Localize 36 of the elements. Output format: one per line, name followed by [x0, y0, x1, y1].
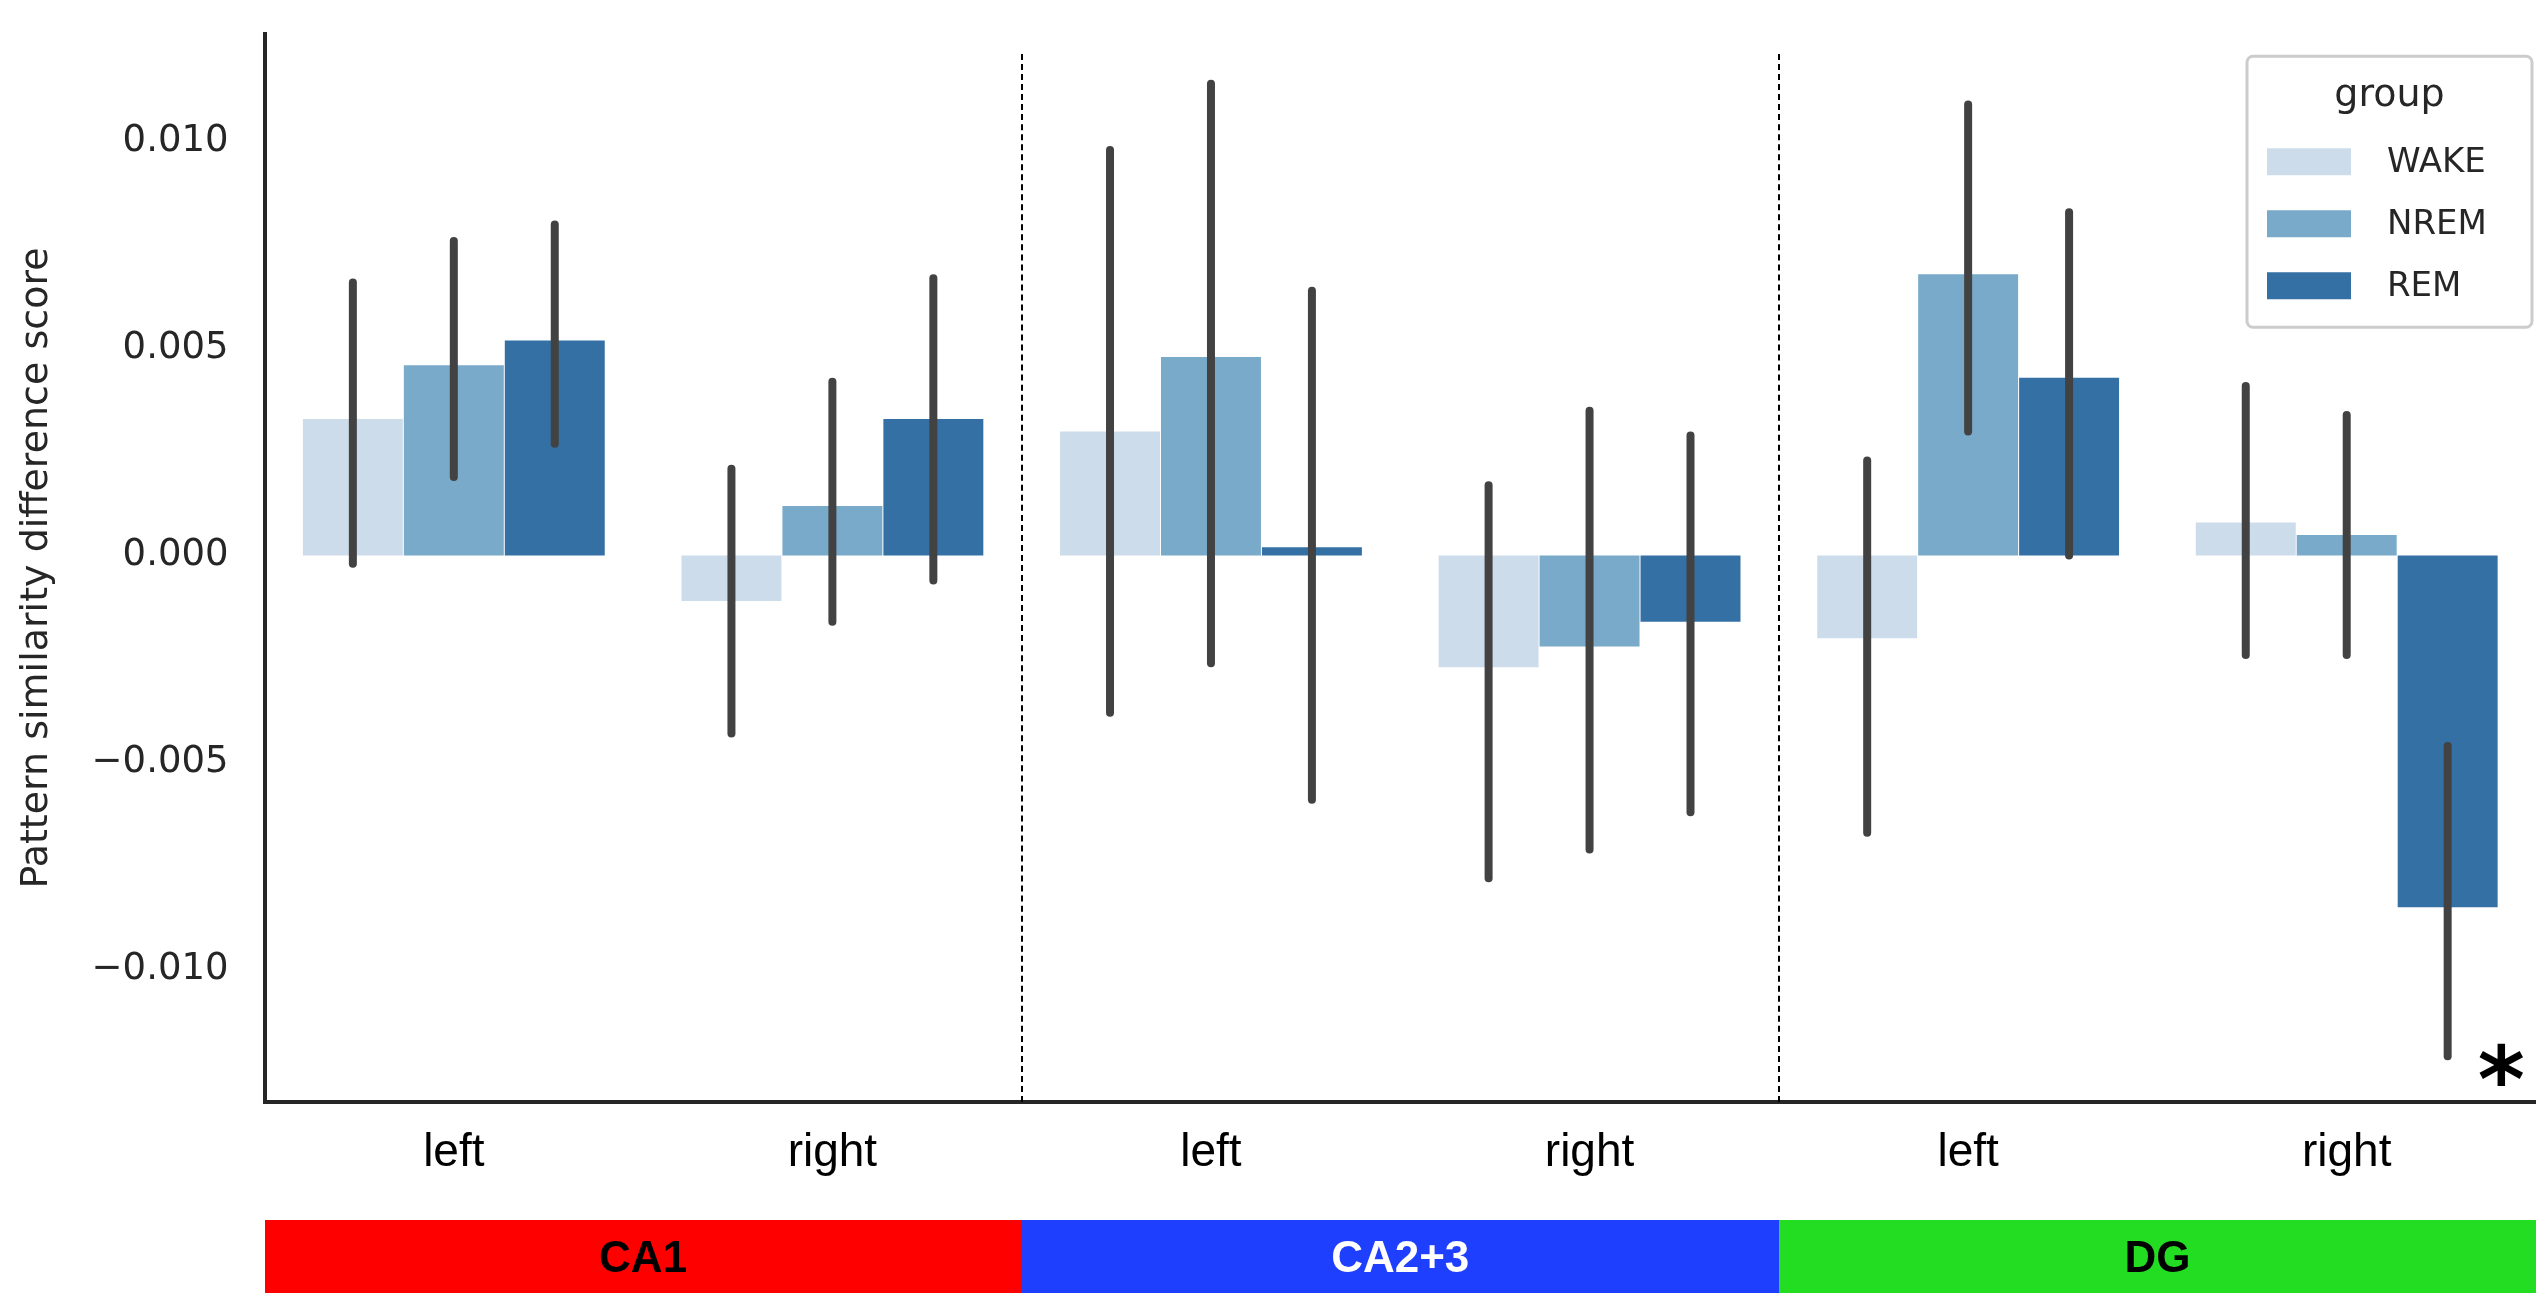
x-tick-label: right [787, 1124, 878, 1177]
annotation: * [2477, 1027, 2525, 1133]
bar [782, 505, 883, 556]
bar [2397, 555, 2498, 908]
region-block: CA1 [264, 1220, 1022, 1293]
x-tick-label: right [2301, 1124, 2392, 1177]
region-block: CA2+3 [1021, 1220, 1779, 1293]
bar [681, 555, 782, 602]
x-tick-label: right [1544, 1124, 1635, 1177]
bar [883, 419, 984, 556]
legend-label: NREM [2387, 202, 2487, 243]
y-tick-label: 0.010 [122, 117, 229, 161]
bar [1438, 555, 1539, 668]
bar [302, 419, 403, 556]
bar [504, 340, 605, 556]
bar [1918, 274, 2019, 556]
y-tick-label: 0.005 [122, 324, 229, 368]
legend-label: REM [2387, 264, 2462, 305]
x-tick-label: left [1937, 1124, 2000, 1177]
bar [1161, 356, 1261, 556]
y-tick-label: −0.005 [91, 738, 229, 782]
bar [1817, 555, 1918, 639]
bar [1060, 431, 1160, 556]
y-axis-title: Pattern similarity difference score [11, 247, 56, 889]
x-tick-label: left [423, 1124, 485, 1177]
bar [1640, 555, 1741, 622]
legend-label: WAKE [2387, 140, 2486, 181]
y-tick-label: 0.000 [122, 531, 229, 575]
y-tick-label: −0.010 [91, 944, 229, 988]
legend-title: group [2334, 71, 2445, 116]
bar [1539, 555, 1640, 647]
bar [2019, 377, 2120, 556]
x-tick-label: left [1180, 1124, 1242, 1177]
region-block: DG [1778, 1220, 2536, 1293]
bar [2296, 534, 2397, 556]
bar [403, 365, 504, 556]
